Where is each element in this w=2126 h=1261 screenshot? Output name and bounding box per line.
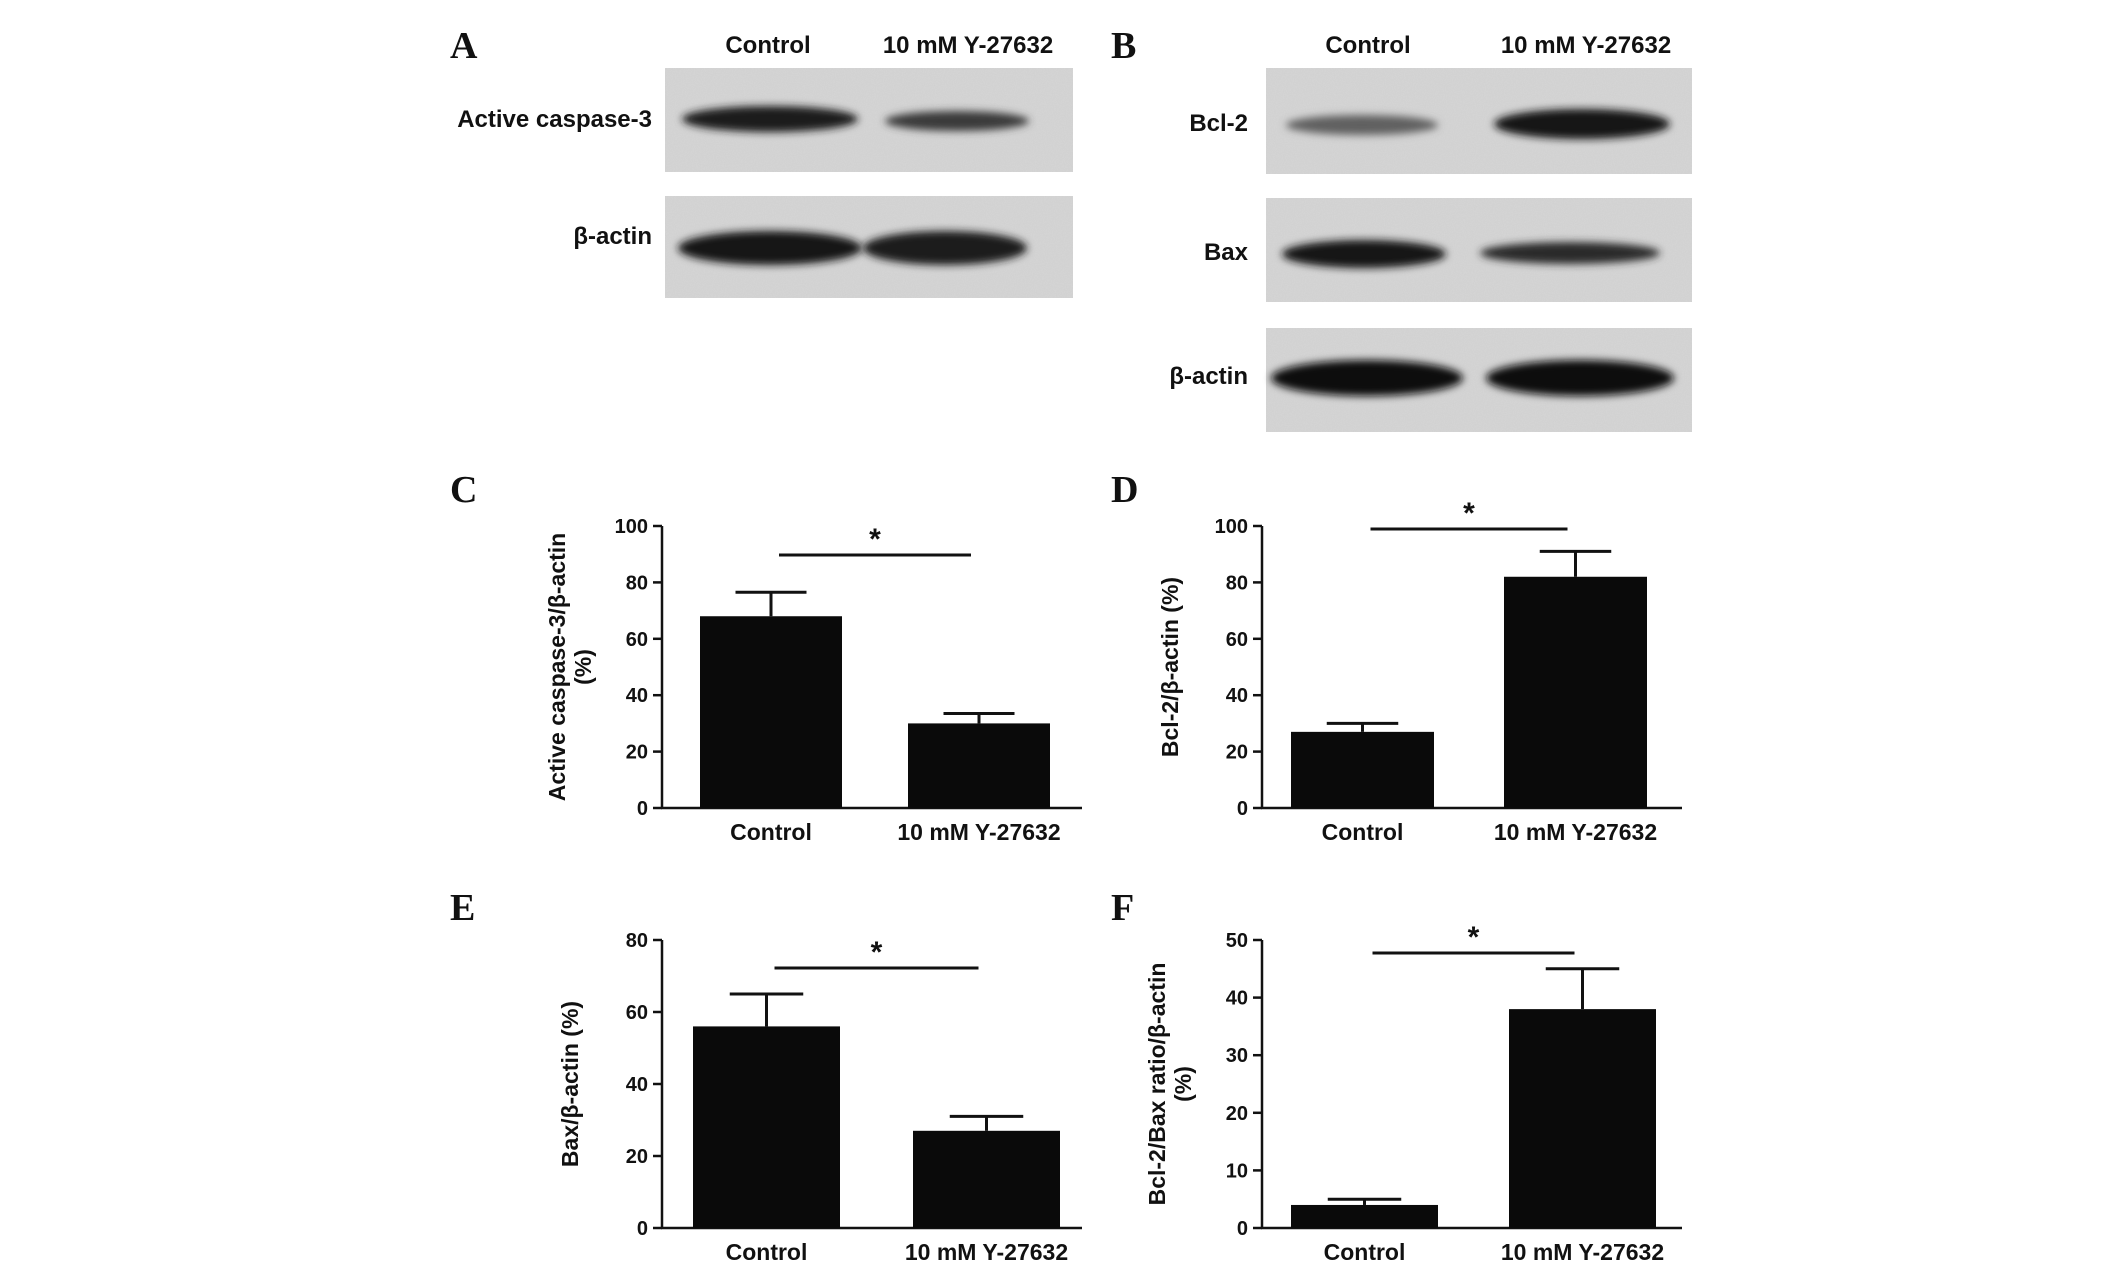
chart-d-ytick-label-5: 100 — [1215, 516, 1248, 538]
chart-d-ytick-label-1: 20 — [1226, 742, 1248, 764]
panel-letter-d: D — [1111, 469, 1138, 511]
chart-c-ytick-label-0: 0 — [637, 798, 648, 820]
blot-a-row-label-actin: β-actin — [573, 223, 652, 250]
chart-c-ytick-label-1: 20 — [626, 742, 648, 764]
chart-e-category-label-0: Control — [726, 1239, 808, 1261]
chart-c: C 0 20 40 60 80 100 Active caspase-3/β-actin (%)… — [450, 469, 1082, 845]
chart-f-category-label-1: 10 mM Y-27632 — [1501, 1239, 1664, 1261]
blot-a-band-caspase-treated — [885, 111, 1029, 131]
chart-f-ylabel-1: (%) — [1170, 1066, 1196, 1102]
chart-c-category-label-1: 10 mM Y-27632 — [897, 819, 1060, 845]
chart-f-ytick-label-5: 50 — [1226, 930, 1248, 952]
chart-c-ytick-label-4: 80 — [626, 572, 648, 594]
blot-b-strip-actin — [1266, 328, 1692, 432]
chart-e-bar-0 — [693, 1026, 840, 1228]
panel-letter-a: A — [450, 25, 478, 67]
chart-c-category-label-0: Control — [730, 819, 812, 845]
chart-f-category-label-0: Control — [1324, 1239, 1406, 1261]
chart-e-ylabel-0: Bax/β-actin (%) — [557, 1001, 583, 1167]
blot-b-lane-label-control: Control — [1325, 32, 1410, 59]
blot-a-band-actin-control — [678, 231, 862, 265]
chart-e-ytick-label-0: 0 — [637, 1218, 648, 1240]
chart-c-ytick-label-3: 60 — [626, 629, 648, 651]
chart-f-ytick-label-1: 10 — [1226, 1160, 1248, 1182]
chart-d-ytick-label-2: 40 — [1226, 685, 1248, 707]
chart-f-ytick-label-4: 40 — [1226, 988, 1248, 1010]
chart-c-ytick-label-5: 100 — [615, 516, 648, 538]
chart-c-ylabel-1: (%) — [570, 649, 596, 685]
chart-c-bar-1 — [908, 723, 1050, 808]
blot-a-band-actin-treated — [863, 231, 1027, 265]
chart-f-ytick-label-3: 30 — [1226, 1045, 1248, 1067]
blot-panel-b: B Control 10 mM Y-27632 Bcl-2 Bax β-acti… — [1111, 25, 1692, 432]
blot-a-band-caspase-control — [682, 106, 858, 132]
chart-d-category-label-0: Control — [1322, 819, 1404, 845]
chart-d-ylabel-0: Bcl-2/β-actin (%) — [1157, 577, 1183, 757]
blot-b-band-actin-treated — [1486, 360, 1674, 396]
chart-c-ylabel-0: Active caspase-3/β-actin — [544, 533, 570, 801]
blot-b-row-label-bcl2: Bcl-2 — [1189, 110, 1248, 137]
blot-panel-a: A Control 10 mM Y-27632 Active caspase-3… — [450, 25, 1073, 298]
chart-e-ytick-label-4: 80 — [626, 930, 648, 952]
chart-e-ytick-label-3: 60 — [626, 1002, 648, 1024]
chart-c-significance-star: * — [869, 523, 881, 556]
chart-d-ytick-label-4: 80 — [1226, 572, 1248, 594]
blot-a-strip-actin — [665, 196, 1073, 298]
panel-letter-f: F — [1111, 887, 1134, 929]
chart-e-significance-star: * — [871, 936, 883, 969]
chart-f-significance-star: * — [1468, 921, 1480, 954]
chart-d-ytick-label-3: 60 — [1226, 629, 1248, 651]
chart-f-bar-1 — [1509, 1009, 1656, 1228]
blot-a-lane-label-treated: 10 mM Y-27632 — [883, 32, 1053, 59]
chart-d-bar-1 — [1504, 576, 1647, 808]
chart-c-ytick-label-2: 40 — [626, 685, 648, 707]
blot-b-band-bcl2-treated — [1494, 109, 1670, 139]
chart-e-bar-1 — [913, 1130, 1060, 1228]
chart-f-ylabel-0: Bcl-2/Bax ratio/β-actin — [1144, 963, 1170, 1206]
blot-a-strip-caspase — [665, 68, 1073, 172]
blot-b-row-label-bax: Bax — [1204, 239, 1249, 266]
chart-e: E 0 20 40 60 80 Bax/β-actin (%) Control 10 mM Y-… — [450, 887, 1082, 1261]
blot-a-lane-label-control: Control — [725, 32, 810, 59]
chart-d-bar-0 — [1291, 731, 1434, 808]
blot-b-lane-label-treated: 10 mM Y-27632 — [1501, 32, 1671, 59]
panel-letter-c: C — [450, 469, 477, 511]
panel-letter-b: B — [1111, 25, 1136, 67]
panel-letter-e: E — [450, 887, 475, 929]
chart-f-ytick-label-0: 0 — [1237, 1218, 1248, 1240]
blot-b-strip-bcl2 — [1266, 68, 1692, 174]
blot-b-band-bcl2-control — [1286, 115, 1438, 135]
chart-e-ytick-label-2: 40 — [626, 1074, 648, 1096]
chart-f: F 0 10 20 30 40 50 Bcl-2/Bax ratio/β-actin (%) Co… — [1111, 887, 1682, 1261]
blot-b-row-label-actin: β-actin — [1169, 363, 1248, 390]
chart-e-ytick-label-1: 20 — [626, 1146, 648, 1168]
blot-a-row-label-caspase: Active caspase-3 — [457, 106, 652, 133]
chart-d: D 0 20 40 60 80 100 Bcl-2/β-actin (%) Control 10 … — [1111, 469, 1682, 845]
blot-b-band-bax-control — [1282, 240, 1446, 268]
chart-f-ytick-label-2: 20 — [1226, 1103, 1248, 1125]
blot-b-band-actin-control — [1271, 360, 1463, 396]
blot-b-strip-bax — [1266, 198, 1692, 302]
chart-d-category-label-1: 10 mM Y-27632 — [1494, 819, 1657, 845]
chart-c-bar-0 — [700, 616, 842, 808]
chart-d-ytick-label-0: 0 — [1237, 798, 1248, 820]
chart-e-category-label-1: 10 mM Y-27632 — [905, 1239, 1068, 1261]
chart-f-bar-0 — [1291, 1204, 1438, 1228]
chart-d-significance-star: * — [1463, 497, 1475, 530]
blot-b-band-bax-treated — [1480, 242, 1660, 264]
